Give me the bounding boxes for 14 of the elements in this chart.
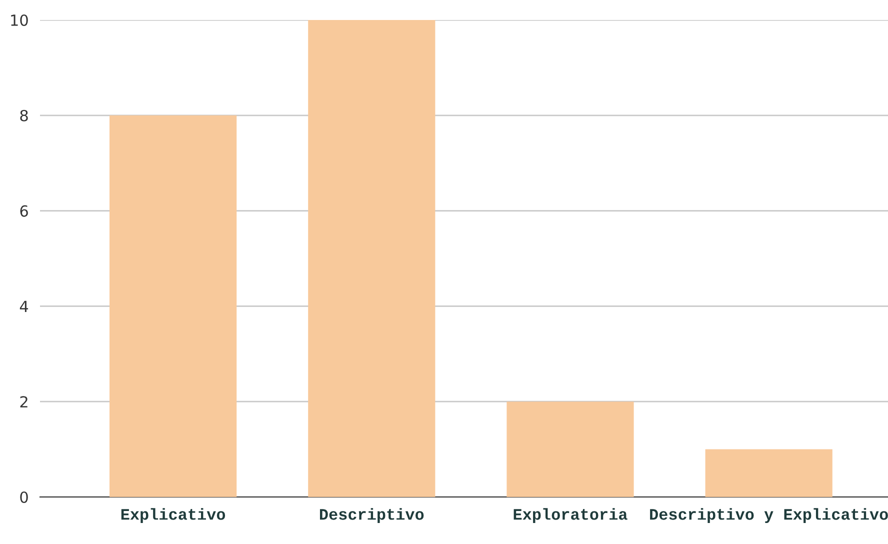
x-tick-label: Descriptivo: [320, 508, 424, 523]
x-tick-label: Exploratoria: [514, 508, 628, 523]
bar: [308, 20, 436, 497]
bar: [705, 449, 832, 497]
bar: [110, 115, 237, 497]
y-tick-label: 6: [20, 205, 28, 217]
y-tick-label: 4: [20, 300, 28, 312]
x-tick-label: Explicativo: [121, 508, 226, 523]
x-tick-label: Descriptivo y Explicativo: [650, 508, 888, 523]
y-tick-label: 0: [20, 491, 28, 504]
y-tick-label: 8: [20, 110, 28, 122]
bar: [506, 402, 634, 497]
y-tick-label: 2: [20, 396, 28, 408]
y-tick-label: 10: [11, 14, 28, 26]
